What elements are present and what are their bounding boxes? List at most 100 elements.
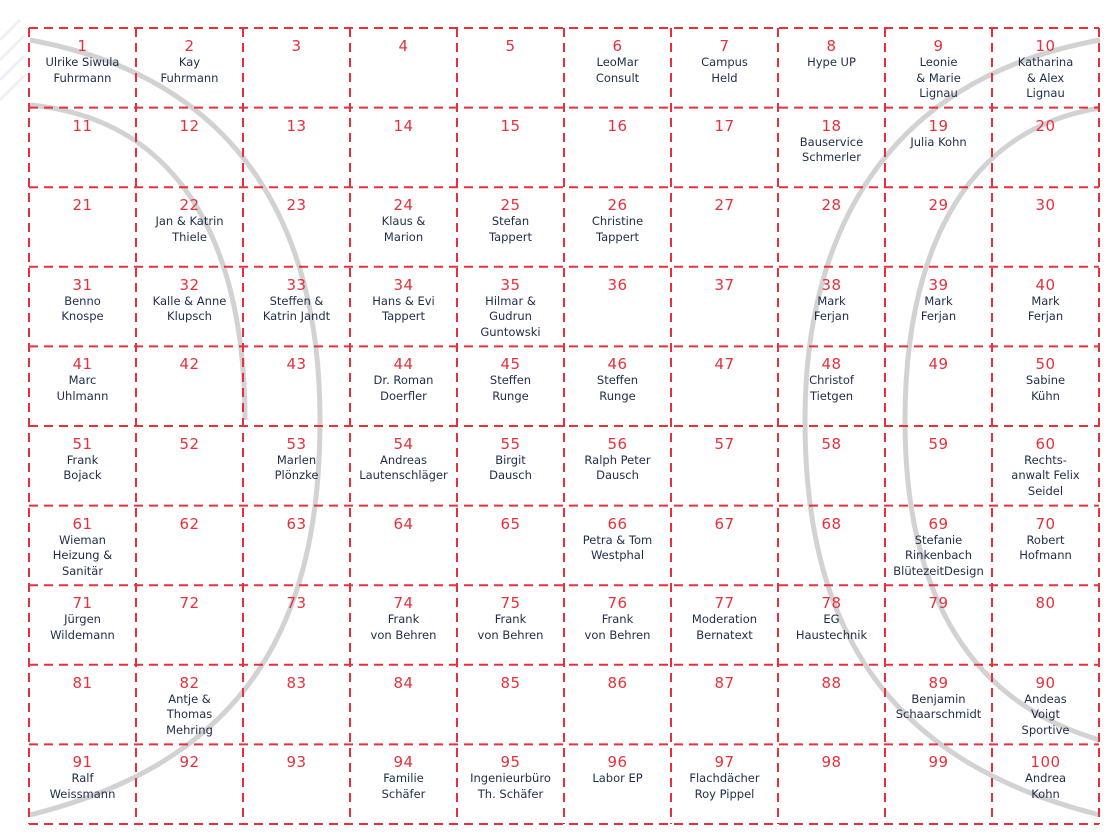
cell-name: Sabine Kühn <box>1025 373 1066 403</box>
cell-number: 15 <box>500 116 521 135</box>
grid-cell: 85 <box>457 665 564 745</box>
cell-number: 19 <box>928 116 949 135</box>
grid-cell: 33 Steffen & Katrin Jandt <box>243 267 350 347</box>
cell-number: 22 <box>179 196 200 215</box>
grid-cell: 63 <box>243 506 350 586</box>
cell-name: LeoMar Consult <box>595 55 640 85</box>
cell-number: 46 <box>607 355 628 374</box>
cell-number: 52 <box>179 434 200 453</box>
grid-cell: 30 <box>992 187 1099 267</box>
right-inner-arc <box>902 105 1101 743</box>
grid-cell: 38 Mark Ferjan <box>778 267 885 347</box>
grid-cell: 7 Campus Held <box>671 28 778 108</box>
cell-number: 30 <box>1035 196 1056 215</box>
cell-number: 87 <box>714 673 735 692</box>
cell-number: 3 <box>291 37 302 55</box>
cell-number: 88 <box>821 673 842 692</box>
cell-number: 41 <box>72 355 93 374</box>
grid-cell: 27 <box>671 187 778 267</box>
grid-cell: 28 <box>778 187 885 267</box>
cell-number: 45 <box>500 355 521 374</box>
grid-cell: 14 <box>350 108 457 188</box>
cell-name: Steffen Runge <box>489 373 532 403</box>
cell-name: Hype UP <box>807 55 856 69</box>
grid-cell: 21 <box>29 187 136 267</box>
grid-cell: 95 Ingenieurbüro Th. Schäfer <box>457 744 564 824</box>
cell-name: Ulrike Siwula Fuhrmann <box>45 55 120 85</box>
cell-name: Antje & Thomas Mehring <box>166 691 213 737</box>
grid-cell: 46 Steffen Runge <box>564 346 671 426</box>
cell-number: 14 <box>393 116 414 135</box>
cell-number: 13 <box>286 116 307 135</box>
grid-cell: 83 <box>243 665 350 745</box>
grid-cell: 6 LeoMar Consult <box>564 28 671 108</box>
cell-number: 10 <box>1035 37 1056 55</box>
grid-lines <box>28 27 1100 825</box>
grid-cell: 98 <box>778 744 885 824</box>
grid-cell: 94 Familie Schäfer <box>350 744 457 824</box>
cell-name: Ralph Peter Dausch <box>584 452 651 483</box>
cell-number: 34 <box>393 275 414 294</box>
grid-cell: 31 Benno Knospe <box>29 267 136 347</box>
grid-cell: 89 Benjamin Schaarschmidt <box>885 665 992 745</box>
cell-number: 68 <box>821 514 842 533</box>
grid-cell: 96 Labor EP <box>564 744 671 824</box>
cell-name: Jürgen Wildemann <box>50 612 115 642</box>
grid-cell: 73 <box>243 585 350 665</box>
grid-cell: 53 Marlen Plönzke <box>243 426 350 506</box>
cell-number: 86 <box>607 673 628 692</box>
cell-number: 17 <box>714 116 735 135</box>
grid-cell: 68 <box>778 506 885 586</box>
cell-name: Katharina & Alex Lignau <box>1017 55 1074 100</box>
cell-name: Campus Held <box>701 55 748 85</box>
grid-cell: 72 <box>136 585 243 665</box>
cell-number: 39 <box>928 275 949 294</box>
grid-cell: 35 Hilmar & Gudrun Guntowski <box>457 267 564 347</box>
cell-number: 78 <box>821 594 842 613</box>
grid-cell: 12 <box>136 108 243 188</box>
grid-cell: 74 Frank von Behren <box>350 585 457 665</box>
cell-number: 77 <box>714 594 735 613</box>
grid-cell: 54 Andreas Lautenschläger <box>350 426 457 506</box>
grid-cell: 59 <box>885 426 992 506</box>
cell-number: 100 <box>1030 753 1061 772</box>
cell-number: 81 <box>72 673 93 692</box>
grid-cell: 44 Dr. Roman Doerfler <box>350 346 457 426</box>
cell-number: 37 <box>714 275 735 294</box>
grid-cell: 52 <box>136 426 243 506</box>
cell-name: Frank von Behren <box>370 612 437 642</box>
grid-cell: 20 <box>992 108 1099 188</box>
grid-cell: 32 Kalle & Anne Klupsch <box>136 267 243 347</box>
cell-number: 18 <box>821 116 842 135</box>
cell-number: 83 <box>286 673 307 692</box>
cell-number: 36 <box>607 275 628 294</box>
grid-cell: 51 Frank Bojack <box>29 426 136 506</box>
grid-cell: 82 Antje & Thomas Mehring <box>136 665 243 745</box>
cell-number: 55 <box>500 434 521 453</box>
cell-number: 97 <box>714 753 735 772</box>
cell-number: 40 <box>1035 275 1056 294</box>
cell-number: 73 <box>286 594 307 613</box>
cell-name: Flachdächer Roy Pippel <box>689 771 760 801</box>
grid-cell: 50 Sabine Kühn <box>992 346 1099 426</box>
cell-number: 43 <box>286 355 307 374</box>
cell-number: 25 <box>500 196 521 215</box>
cell-name: Marlen Plönzke <box>274 452 319 483</box>
grid-cell: 24 Klaus & Marion <box>350 187 457 267</box>
cell-number: 98 <box>821 753 842 772</box>
grid-cell: 93 <box>243 744 350 824</box>
cell-name: Christine Tappert <box>591 214 644 244</box>
cell-number: 70 <box>1035 514 1056 533</box>
grid-cell: 36 <box>564 267 671 347</box>
cell-number: 31 <box>72 275 93 294</box>
cell-number: 79 <box>928 594 949 613</box>
grid-cell: 75 Frank von Behren <box>457 585 564 665</box>
grid-cell: 3 <box>243 28 350 108</box>
grid-cell: 47 <box>671 346 778 426</box>
grid-cell: 56 Ralph Peter Dausch <box>564 426 671 506</box>
cell-name: Robert Hofmann <box>1019 532 1072 563</box>
grid-cell: 19 Julia Kohn <box>885 108 992 188</box>
cell-number: 8 <box>826 37 837 55</box>
cell-number: 6 <box>612 37 623 55</box>
